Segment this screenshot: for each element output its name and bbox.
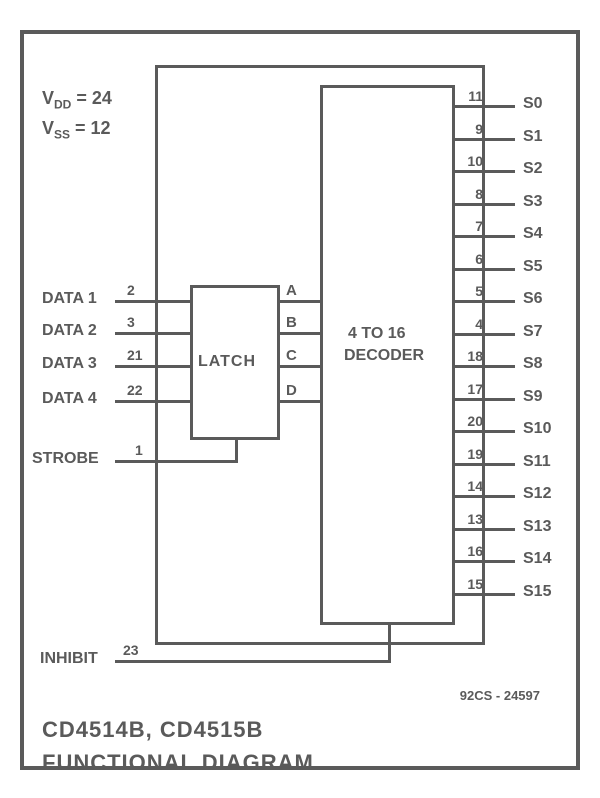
output-line-9 [455, 398, 515, 401]
output-pin-11: 19 [459, 446, 483, 462]
output-label-8: S8 [523, 355, 543, 373]
output-label-12: S12 [523, 485, 551, 503]
internal-line-2 [280, 365, 320, 368]
output-line-14 [455, 560, 515, 563]
output-line-12 [455, 495, 515, 498]
output-line-5 [455, 268, 515, 271]
output-line-11 [455, 463, 515, 466]
output-pin-2: 10 [459, 153, 483, 169]
output-label-15: S15 [523, 583, 551, 601]
inhibit-hline [115, 660, 391, 663]
vdd-label: VDD = 24 [42, 88, 112, 112]
output-pin-0: 11 [459, 88, 483, 104]
output-pin-10: 20 [459, 413, 483, 429]
ref-code: 92CS - 24597 [460, 688, 540, 703]
inhibit-pin: 23 [123, 642, 139, 658]
internal-line-3 [280, 400, 320, 403]
output-label-13: S13 [523, 518, 551, 536]
output-label-3: S3 [523, 193, 543, 211]
diagram-canvas: LATCH 4 TO 16 DECODER VDD = 24 VSS = 12 DATA … [0, 0, 600, 798]
output-pin-4: 7 [459, 218, 483, 234]
output-label-5: S5 [523, 258, 543, 276]
input-line-1 [115, 332, 190, 335]
decoder-label-2: DECODER [344, 347, 424, 365]
output-pin-13: 13 [459, 511, 483, 527]
output-line-13 [455, 528, 515, 531]
latch-label: LATCH [198, 353, 256, 371]
internal-label-1: B [286, 314, 297, 331]
output-pin-12: 14 [459, 478, 483, 494]
output-line-7 [455, 333, 515, 336]
input-label-2: DATA 3 [42, 355, 97, 373]
output-line-1 [455, 138, 515, 141]
output-line-3 [455, 203, 515, 206]
output-line-2 [455, 170, 515, 173]
inhibit-vline [388, 625, 391, 663]
internal-label-0: A [286, 282, 297, 299]
output-label-7: S7 [523, 323, 543, 341]
output-pin-3: 8 [459, 186, 483, 202]
output-label-4: S4 [523, 225, 543, 243]
strobe-vline [235, 440, 238, 463]
input-pin-0: 2 [127, 282, 135, 298]
title-2: FUNCTIONAL DIAGRAM [42, 750, 314, 776]
output-pin-8: 18 [459, 348, 483, 364]
internal-line-1 [280, 332, 320, 335]
output-pin-1: 9 [459, 121, 483, 137]
output-pin-15: 15 [459, 576, 483, 592]
output-line-10 [455, 430, 515, 433]
input-line-2 [115, 365, 190, 368]
output-pin-9: 17 [459, 381, 483, 397]
output-pin-5: 6 [459, 251, 483, 267]
output-line-15 [455, 593, 515, 596]
output-line-6 [455, 300, 515, 303]
output-label-0: S0 [523, 95, 543, 113]
output-label-6: S6 [523, 290, 543, 308]
output-line-0 [455, 105, 515, 108]
output-label-10: S10 [523, 420, 551, 438]
output-pin-7: 4 [459, 316, 483, 332]
strobe-label: STROBE [32, 450, 99, 468]
output-label-2: S2 [523, 160, 543, 178]
output-label-9: S9 [523, 388, 543, 406]
strobe-hline [115, 460, 238, 463]
internal-label-2: C [286, 347, 297, 364]
internal-label-3: D [286, 382, 297, 399]
vss-label: VSS = 12 [42, 118, 111, 142]
input-line-3 [115, 400, 190, 403]
decoder-label-1: 4 TO 16 [348, 325, 406, 343]
input-pin-3: 22 [127, 382, 143, 398]
input-label-3: DATA 4 [42, 390, 97, 408]
output-line-8 [455, 365, 515, 368]
input-line-0 [115, 300, 190, 303]
inhibit-label: INHIBIT [40, 650, 98, 668]
strobe-pin: 1 [135, 442, 143, 458]
input-label-1: DATA 2 [42, 322, 97, 340]
input-pin-2: 21 [127, 347, 143, 363]
output-line-4 [455, 235, 515, 238]
output-pin-6: 5 [459, 283, 483, 299]
input-pin-1: 3 [127, 314, 135, 330]
title-1: CD4514B, CD4515B [42, 717, 263, 743]
output-label-14: S14 [523, 550, 551, 568]
internal-line-0 [280, 300, 320, 303]
input-label-0: DATA 1 [42, 290, 97, 308]
output-label-1: S1 [523, 128, 543, 146]
output-pin-14: 16 [459, 543, 483, 559]
output-label-11: S11 [523, 453, 551, 471]
